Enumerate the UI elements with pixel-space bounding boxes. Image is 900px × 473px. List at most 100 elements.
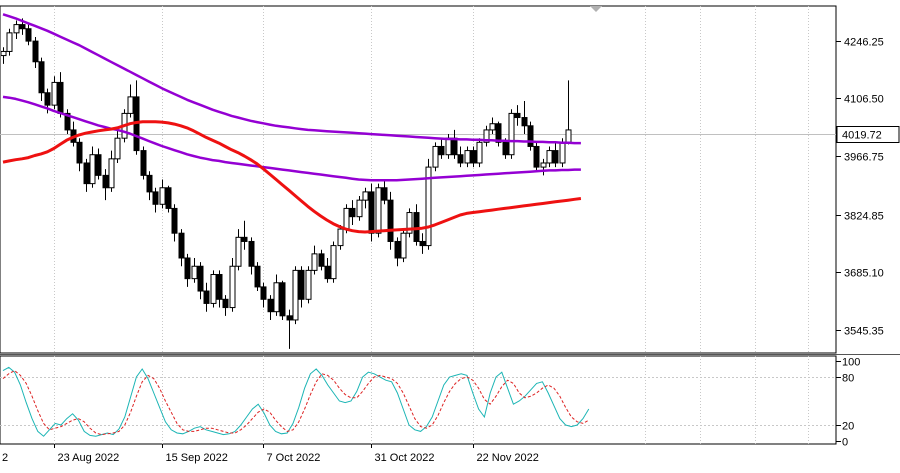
candle: [432, 142, 439, 172]
date-tick-label: 15 Sep 2022: [166, 452, 228, 464]
candle-body-bearish: [216, 274, 223, 300]
candle-body-bearish: [248, 240, 255, 267]
candle-body-bullish: [400, 232, 407, 259]
current-price-label: 4019.72: [842, 130, 882, 142]
candle-body-bearish: [95, 154, 102, 176]
candle: [171, 204, 178, 242]
candle: [546, 146, 553, 168]
candle-body-bullish: [51, 81, 58, 106]
candle: [337, 224, 344, 250]
candle-body-bullish: [89, 154, 96, 185]
moving-average-line-3: [2, 120, 582, 234]
candle-body-bearish: [438, 145, 445, 156]
candle: [235, 229, 242, 271]
candle-body-bullish: [210, 274, 217, 304]
candle-body-bullish: [292, 269, 299, 321]
candle-body-bearish: [279, 282, 286, 317]
price-axis: 4246.25 4106.50 3966.75 3824.85 3685.10 3545.…: [836, 37, 884, 338]
candle: [64, 109, 71, 135]
candle-body-bearish: [267, 298, 274, 313]
date-tick-label: 31 Oct 2022: [375, 452, 435, 464]
candle: [464, 146, 471, 168]
candle-body-bearish: [241, 236, 248, 242]
current-price-badge: [836, 126, 900, 143]
candle: [241, 220, 248, 250]
candle-body-bullish: [483, 129, 490, 143]
candle: [184, 253, 191, 287]
candle-body-bullish: [425, 166, 432, 247]
candle-body-bullish: [356, 199, 363, 218]
candle: [229, 257, 236, 312]
candle-body-bullish: [540, 162, 547, 168]
candle-body-bullish: [311, 253, 318, 271]
candle: [152, 187, 159, 213]
candle: [159, 179, 166, 209]
candle: [540, 158, 547, 176]
candle: [495, 121, 502, 147]
date-tick-label: 22 Nov 2022: [477, 452, 539, 464]
oscillator-lines: [2, 366, 590, 437]
price-tick-label: 4246.25: [844, 37, 884, 49]
candle: [406, 208, 413, 238]
candle: [514, 105, 521, 126]
candle-body-bullish: [464, 150, 471, 164]
candle-body-bearish: [152, 191, 159, 205]
candle-body-bearish: [451, 137, 458, 156]
candle-body-bullish: [1, 50, 7, 57]
candle: [387, 191, 394, 250]
candle: [146, 171, 153, 201]
candle-body-bearish: [197, 265, 204, 292]
date-tick-label: 2: [2, 452, 8, 464]
candle-body-bearish: [32, 40, 39, 63]
candle: [394, 237, 401, 267]
candle: [349, 200, 356, 225]
candle: [400, 229, 407, 263]
candle: [114, 129, 121, 163]
candle-body-bearish: [349, 207, 356, 218]
price-tick-label: 3545.35: [844, 326, 884, 338]
candle-body-bearish: [64, 112, 71, 131]
candle-body-bullish: [406, 212, 413, 234]
candle-body-bullish: [362, 191, 369, 201]
candle: [438, 138, 445, 159]
candle-body-bullish: [337, 228, 344, 247]
moving-average-line-1: [2, 13, 581, 145]
candle: [197, 262, 204, 300]
candle-body-bullish: [432, 145, 439, 168]
candle-body-bullish: [565, 129, 572, 143]
candle-body-bullish: [476, 141, 483, 164]
candle-body-bearish: [286, 315, 293, 321]
candle-body-bearish: [38, 61, 45, 94]
candle: [298, 266, 305, 308]
candle: [311, 245, 318, 275]
candle-body-bearish: [318, 253, 325, 267]
candle: [305, 266, 312, 304]
candle: [191, 257, 198, 283]
candle-body-bearish: [19, 24, 26, 30]
shift-marker-triangle: [590, 6, 602, 12]
candle: [38, 57, 45, 102]
candle-body-bearish: [140, 150, 147, 176]
candle-body-bearish: [76, 141, 83, 164]
candle-body-bullish: [489, 123, 496, 131]
candle: [375, 183, 382, 238]
candle-body-bullish: [330, 245, 337, 280]
candle-body-bearish: [44, 92, 51, 106]
moving-average-line-2: [2, 95, 581, 182]
candle: [286, 309, 293, 349]
candle-body-bullish: [13, 24, 20, 34]
candle-body-bearish: [83, 162, 90, 185]
candle: [324, 257, 331, 283]
candle-body-bullish: [273, 282, 280, 313]
candle-body-bearish: [470, 150, 477, 164]
candle-body-bearish: [381, 187, 388, 201]
candle: [102, 169, 109, 201]
candle: [267, 295, 274, 320]
candle-body-bearish: [387, 199, 394, 242]
candle: [356, 196, 363, 221]
candle-body-bearish: [527, 125, 534, 147]
candle-body-bullish: [114, 137, 121, 160]
oscillator-plot-frame: [0, 355, 837, 445]
